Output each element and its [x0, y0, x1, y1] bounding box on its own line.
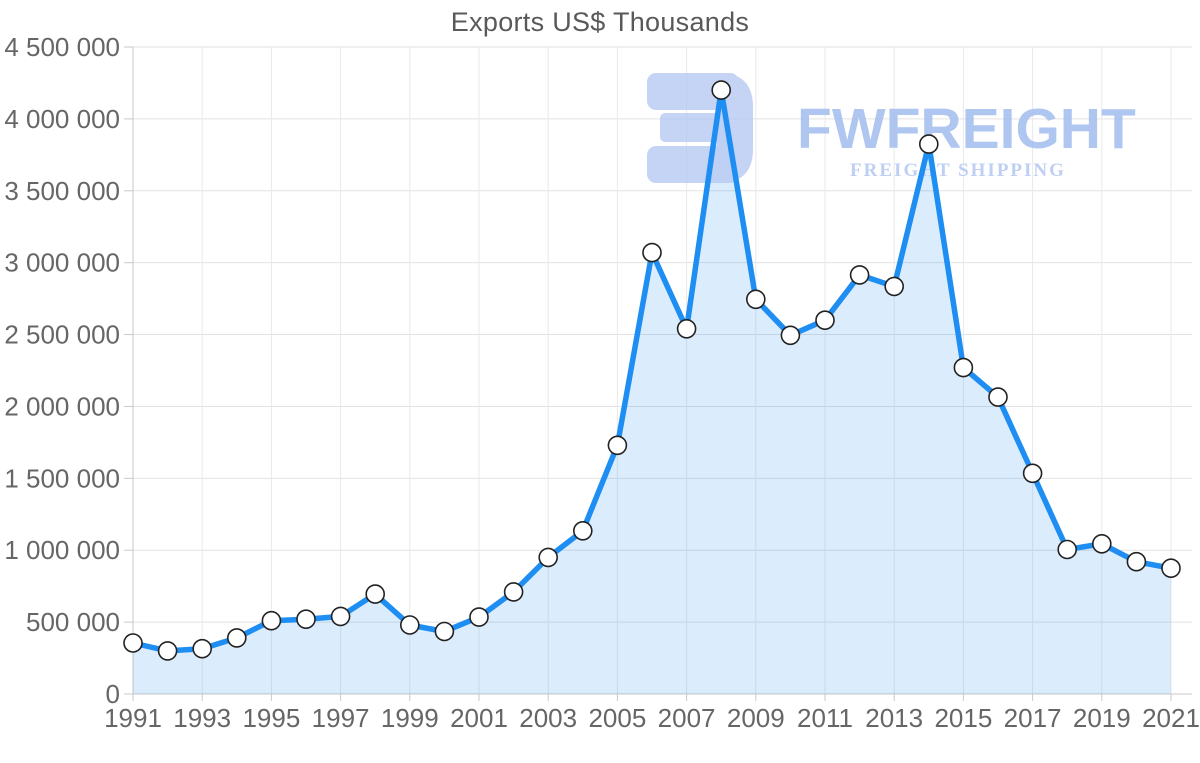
y-tick-label: 0 — [106, 679, 120, 709]
y-tick-label: 1 000 000 — [4, 535, 120, 565]
axis-labels: 0 500 000 1 000 000 1 500 000 2 000 000 2 500… — [4, 32, 1200, 733]
x-tick-label: 2021 — [1142, 703, 1200, 733]
x-tick-label: 2019 — [1073, 703, 1131, 733]
data-point-marker-1991[interactable] — [123, 633, 143, 653]
data-point-marker-2008[interactable] — [711, 80, 732, 100]
x-tick-label: 2013 — [865, 703, 923, 733]
axes — [124, 46, 1192, 701]
data-point-marker-2012[interactable] — [849, 265, 870, 285]
data-point-marker-2021[interactable] — [1161, 558, 1181, 579]
data-point-marker-1995[interactable] — [261, 610, 282, 631]
x-tick-label: 2007 — [658, 703, 716, 733]
x-tick-label: 1995 — [242, 703, 300, 733]
data-point-marker-2015[interactable] — [953, 357, 974, 378]
data-point-marker-2019[interactable] — [1092, 533, 1112, 554]
data-point-marker-1996[interactable] — [296, 609, 316, 630]
watermark: FWFREIGHT FREIGHT SHIPPING — [647, 73, 1136, 183]
x-tick-label: 1993 — [173, 703, 231, 733]
data-point-marker-2014[interactable] — [918, 134, 939, 154]
x-tick-label: 2017 — [1004, 703, 1062, 733]
chart-title: Exports US$ Thousands — [450, 7, 750, 37]
data-point-marker-2018[interactable] — [1057, 539, 1077, 560]
y-tick-label: 1 500 000 — [4, 463, 120, 493]
data-point-marker-1994[interactable] — [227, 628, 247, 648]
data-point-marker-2010[interactable] — [780, 325, 801, 346]
data-point-marker-1993[interactable] — [192, 638, 212, 659]
data-point-marker-2011[interactable] — [815, 310, 835, 331]
marker-layer — [123, 80, 1181, 661]
y-tick-label: 4 500 000 — [4, 32, 120, 62]
data-point-marker-2006[interactable] — [642, 242, 662, 263]
data-point-marker-2003[interactable] — [538, 547, 559, 568]
data-point-marker-1999[interactable] — [399, 615, 420, 635]
data-point-marker-2020[interactable] — [1126, 551, 1147, 572]
data-point-marker-1992[interactable] — [157, 641, 178, 661]
data-point-marker-2013[interactable] — [884, 276, 905, 297]
area-layer — [133, 90, 1171, 695]
data-point-marker-1997[interactable] — [330, 606, 351, 627]
data-point-marker-2001[interactable] — [469, 607, 489, 627]
data-point-marker-2000[interactable] — [434, 621, 455, 642]
y-tick-label: 3 500 000 — [4, 176, 120, 206]
x-tick-label: 2011 — [797, 703, 853, 733]
data-point-marker-2009[interactable] — [745, 289, 766, 310]
watermark-brand-text: FWFREIGHT — [797, 97, 1136, 161]
y-tick-label: 2 500 000 — [4, 320, 120, 350]
y-tick-label: 500 000 — [26, 607, 120, 637]
y-tick-label: 4 000 000 — [4, 104, 120, 134]
x-tick-label: 2003 — [519, 703, 577, 733]
x-tick-label: 2005 — [588, 703, 646, 733]
data-point-marker-2016[interactable] — [988, 387, 1008, 407]
fwfreight-logo-icon — [647, 73, 753, 183]
data-point-marker-2017[interactable] — [1022, 463, 1043, 484]
y-tick-label: 3 000 000 — [4, 248, 120, 278]
x-tick-label: 2001 — [450, 703, 508, 733]
data-point-marker-1998[interactable] — [365, 584, 386, 604]
x-tick-label: 1999 — [381, 703, 439, 733]
watermark-tagline-text: FREIGHT SHIPPING — [850, 160, 1066, 181]
x-tick-label: 1991 — [104, 703, 162, 733]
x-tick-label: 1997 — [312, 703, 370, 733]
data-point-marker-2007[interactable] — [676, 318, 697, 339]
data-point-marker-2005[interactable] — [607, 435, 628, 456]
area-fill — [133, 90, 1171, 695]
x-tick-label: 2015 — [934, 703, 992, 733]
x-tick-label: 2009 — [727, 703, 785, 733]
data-point-marker-2004[interactable] — [572, 520, 593, 541]
y-tick-label: 2 000 000 — [4, 391, 120, 421]
data-point-marker-2002[interactable] — [503, 582, 524, 602]
